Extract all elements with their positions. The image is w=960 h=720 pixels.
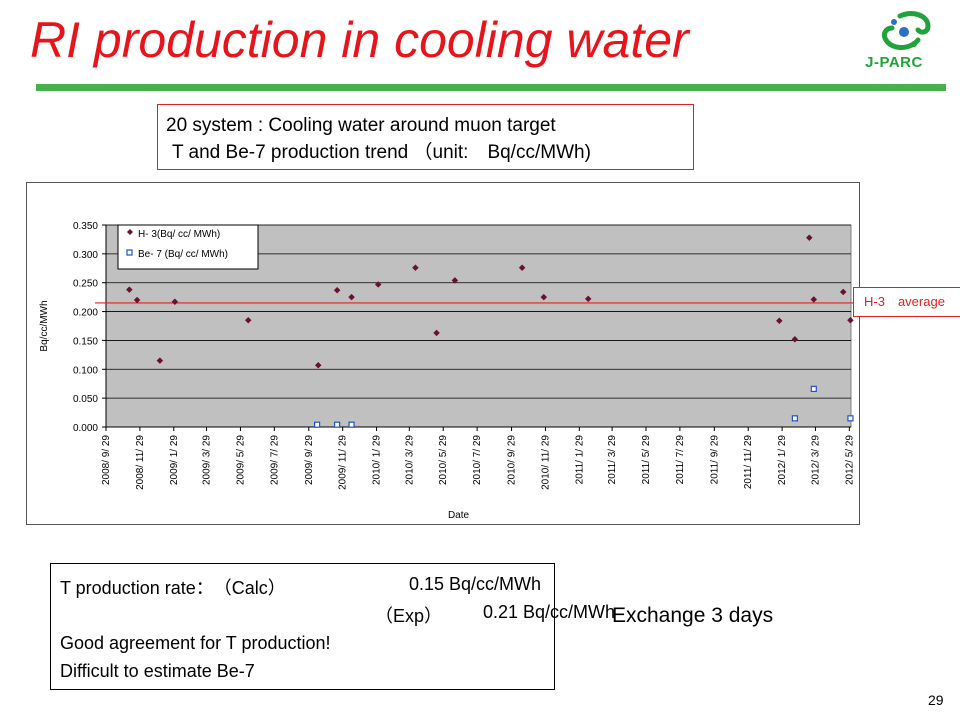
logo-text: J-PARC xyxy=(865,54,923,71)
x-tick-label: 2011/ 9/ 29 xyxy=(709,435,720,485)
h3-point xyxy=(374,281,382,288)
h3-point xyxy=(171,298,179,306)
legend-box xyxy=(117,224,259,270)
x-tick-label: 2012/ 3/ 29 xyxy=(810,435,821,485)
x-tick-label: 2009/ 1/ 29 xyxy=(169,435,180,485)
h3-point xyxy=(451,277,459,284)
legend-marker-h3 xyxy=(127,229,133,235)
x-tick-label: 2012/ 5/ 29 xyxy=(844,435,855,485)
h3-point xyxy=(584,295,592,303)
x-tick-label: 2010/ 5/ 29 xyxy=(438,435,449,485)
title-rule xyxy=(36,84,946,91)
x-tick-label: 2011/ 5/ 29 xyxy=(641,435,652,485)
x-tick-label: 2011/ 11/ 29 xyxy=(743,435,754,490)
scatter-chart: 0.000 0.050 0.100 0.150 0.200 0.250 0.300 0.350… xyxy=(39,221,859,521)
difficulty-text: Difficult to estimate Be-7 xyxy=(60,661,255,681)
agreement-text: Good agreement for T production! xyxy=(60,633,331,653)
y-tick-label: 0.000 xyxy=(73,423,98,434)
be7-point xyxy=(810,385,817,393)
x-tick-label: 2009/ 5/ 29 xyxy=(235,435,246,485)
y-tick-label: 0.050 xyxy=(73,394,98,405)
x-tick-label: 2008/ 9/ 29 xyxy=(101,435,112,485)
j-parc-logo: J-PARC xyxy=(848,10,948,74)
results-box: T production rate： （Calc） 0.15 Bq/cc/MWh… xyxy=(50,563,615,690)
h3-point xyxy=(839,288,847,296)
be7-point xyxy=(847,415,854,422)
be7-point xyxy=(791,415,798,422)
x-tick-label: 2009/ 3/ 29 xyxy=(202,435,213,485)
h3-point xyxy=(847,316,854,324)
x-tick-label: 2010/ 7/ 29 xyxy=(472,435,483,485)
y-axis-label: Bq/cc/MWh xyxy=(39,300,50,351)
y-tick-label: 0.250 xyxy=(73,279,98,290)
legend-label: Be- 7 (Bq/ cc/ MWh) xyxy=(138,249,228,260)
average-label-box: H-3 average xyxy=(853,287,960,317)
h3-point xyxy=(314,361,322,369)
page-number: 29 xyxy=(928,692,944,708)
h3-point xyxy=(810,296,818,303)
x-tick-label: 2010/ 1/ 29 xyxy=(372,435,383,485)
h3-point xyxy=(412,264,419,272)
x-tick-label: 2011/ 3/ 29 xyxy=(607,435,618,485)
h3-point xyxy=(518,264,526,272)
y-tick-label: 0.350 xyxy=(73,221,98,232)
description-line-2: T and Be-7 production trend （unit: Bq/cc… xyxy=(172,142,591,163)
x-tick-label: 2009/ 7/ 29 xyxy=(269,435,280,485)
h3-point xyxy=(433,329,440,337)
x-tick-label: 2011/ 1/ 29 xyxy=(574,435,585,485)
description-box: 20 system : Cooling water around muon ta… xyxy=(157,104,694,170)
x-tick-label: 2009/ 9/ 29 xyxy=(304,435,315,485)
x-tick-label: 2010/ 9/ 29 xyxy=(507,435,518,485)
h3-point xyxy=(540,293,548,301)
h3-point xyxy=(156,357,164,364)
y-tick-label: 0.100 xyxy=(73,365,98,376)
y-tick-label: 0.300 xyxy=(73,250,98,261)
be7-point xyxy=(334,421,341,428)
h3-point xyxy=(348,293,355,301)
chart-frame: 0.000 0.050 0.100 0.150 0.200 0.250 0.300 0.350… xyxy=(26,182,860,525)
legend-marker-be7 xyxy=(126,249,133,256)
h3-point xyxy=(133,296,141,304)
x-tick-label: 2008/ 11/ 29 xyxy=(135,435,146,490)
h3-point xyxy=(775,317,783,325)
y-tick-label: 0.200 xyxy=(73,308,98,319)
exp-value: 0.21 Bq/cc/MWh xyxy=(483,602,616,622)
x-axis-label: Date xyxy=(448,510,470,521)
x-tick-label: 2009/ 11/ 29 xyxy=(338,435,349,490)
h3-point xyxy=(333,286,341,294)
description-line-1: 20 system : Cooling water around muon ta… xyxy=(166,115,556,136)
x-tick-label: 2011/ 7/ 29 xyxy=(675,435,686,485)
x-tick-label: 2012/ 1/ 29 xyxy=(777,435,788,485)
h3-point xyxy=(791,335,799,343)
calc-label: T production rate： （Calc） xyxy=(60,578,286,598)
y-tick-label: 0.150 xyxy=(73,336,98,347)
legend-label: H- 3(Bq/ cc/ MWh) xyxy=(138,229,220,240)
x-tick-label: 2010/ 11/ 29 xyxy=(540,435,551,490)
h3-point xyxy=(244,316,252,324)
calc-value: 0.15 Bq/cc/MWh xyxy=(409,574,542,594)
exp-label: （Exp） xyxy=(375,606,443,626)
be7-point xyxy=(348,421,355,428)
slide-title: RI production in cooling water xyxy=(30,12,689,68)
x-tick-label: 2010/ 3/ 29 xyxy=(404,435,415,485)
logo-swirl-icon xyxy=(881,11,931,50)
exchange-note: Exchange 3 days xyxy=(612,604,774,627)
h3-point xyxy=(125,286,133,293)
be7-point xyxy=(314,421,321,428)
h3-point xyxy=(805,234,813,242)
